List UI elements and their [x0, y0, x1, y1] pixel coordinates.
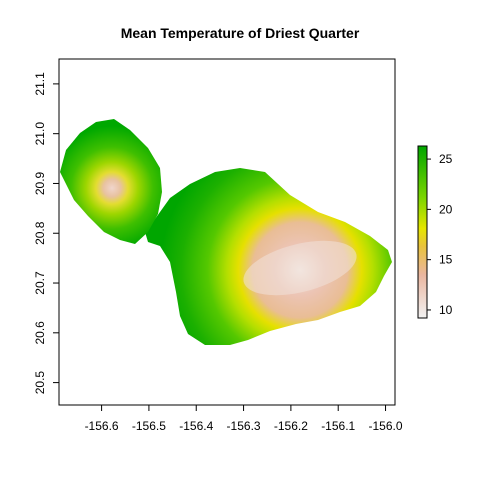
x-tick-label: -156.6 [85, 419, 119, 433]
y-tick-label: 20.8 [33, 221, 47, 245]
legend: 10 15 20 25 [417, 145, 453, 319]
west-maui-lobe [60, 119, 162, 244]
x-tick-label: -156.2 [274, 419, 308, 433]
y-tick-label: 20.9 [33, 171, 47, 195]
legend-tick-label: 25 [439, 152, 453, 166]
legend-tick-label: 15 [439, 253, 453, 267]
x-tick-label: -156.1 [321, 419, 355, 433]
legend-tick-label: 10 [439, 303, 453, 317]
x-tick-label: -156.4 [179, 419, 213, 433]
y-tick-label: 21.1 [33, 72, 47, 96]
x-tick-label: -156.3 [227, 419, 261, 433]
chart-title: Mean Temperature of Driest Quarter [121, 25, 360, 41]
x-axis: -156.6 -156.5 -156.4 -156.3 -156.2 -156.1 -156… [85, 405, 403, 433]
y-tick-label: 20.7 [33, 271, 47, 295]
island-raster [60, 119, 392, 345]
y-axis: 20.5 20.6 20.7 20.8 20.9 21.0 21.1 [33, 72, 59, 394]
y-tick-label: 20.5 [33, 371, 47, 395]
legend-ticks: 10 15 20 25 [427, 152, 453, 317]
legend-colorbar [417, 145, 428, 319]
x-tick-label: -156.0 [369, 419, 403, 433]
x-tick-label: -156.5 [132, 419, 166, 433]
legend-tick-label: 20 [439, 202, 453, 216]
plot-frame [58, 58, 396, 406]
y-tick-label: 21.0 [33, 122, 47, 146]
summit-highlight [243, 240, 357, 296]
y-tick-label: 20.6 [33, 321, 47, 345]
